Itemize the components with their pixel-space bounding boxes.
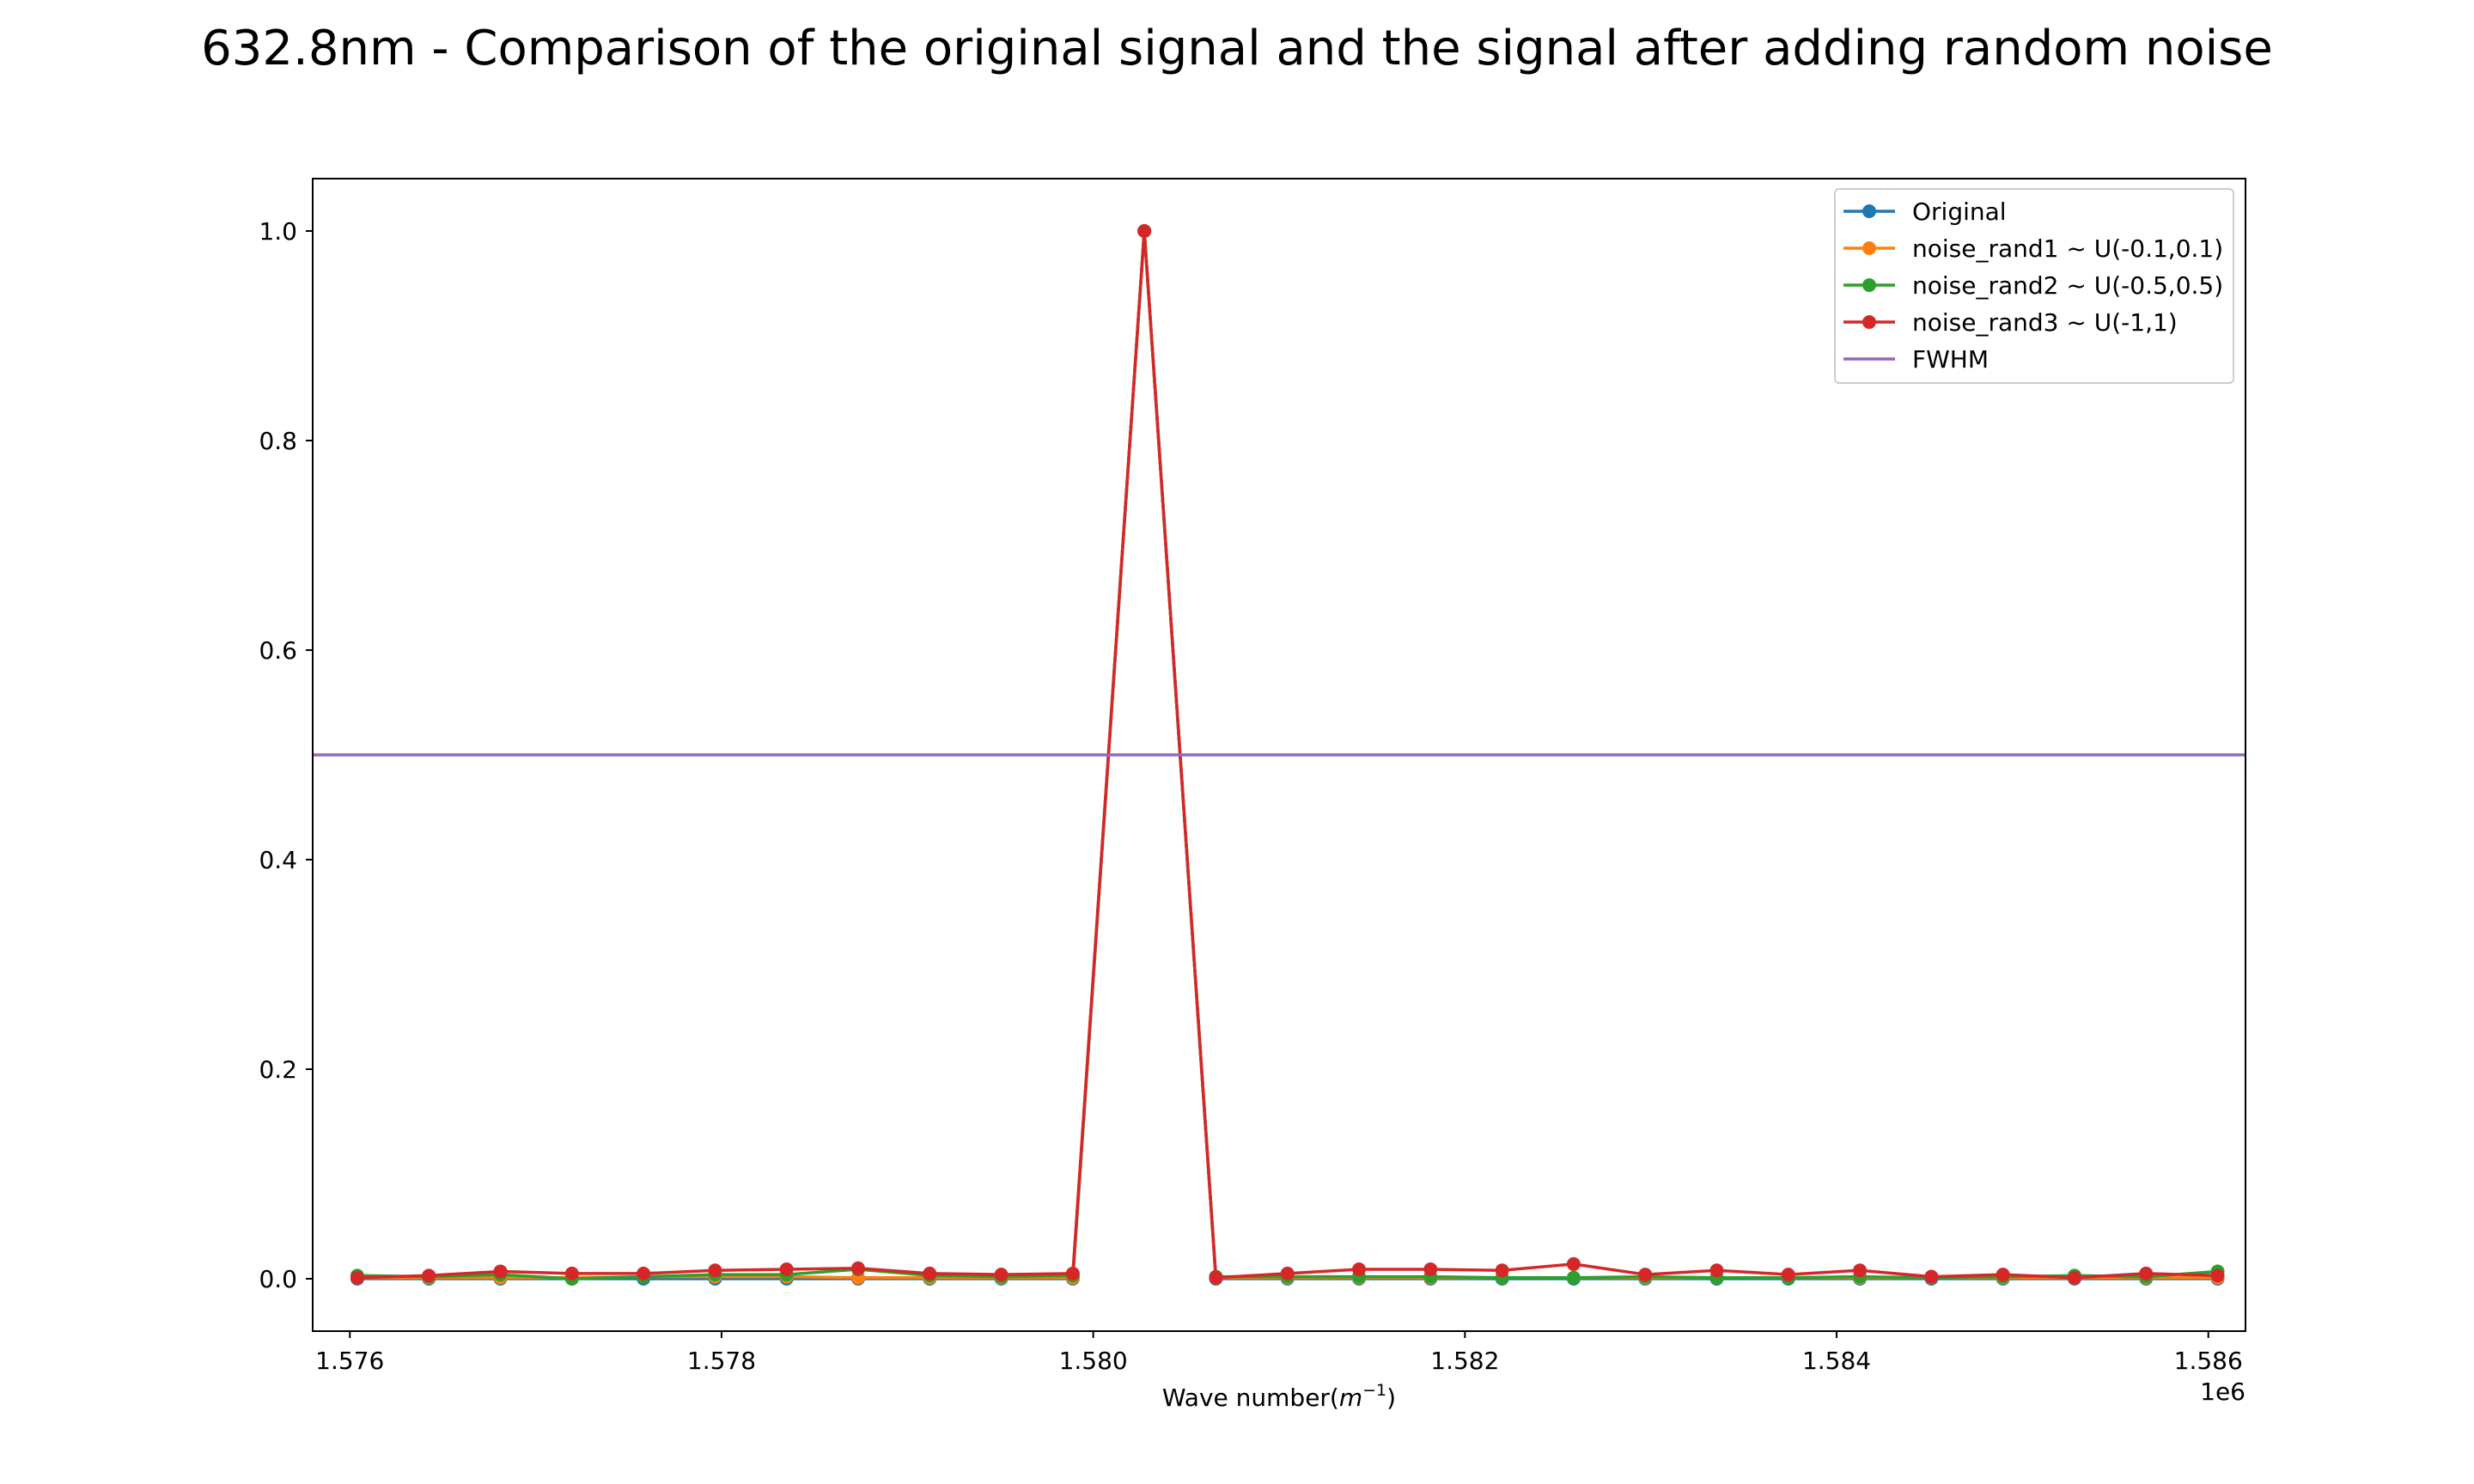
- legend-entry: noise_rand1 ~ U(-0.1,0.1): [1912, 234, 2223, 263]
- data-point: [2067, 1270, 2081, 1285]
- legend-marker: [1862, 241, 1876, 255]
- y-tick-label: 0.6: [259, 636, 297, 665]
- data-point: [1065, 1266, 1080, 1280]
- x-offset-label: 1e6: [2200, 1378, 2245, 1406]
- chart-title: 632.8nm - Comparison of the original sig…: [201, 21, 2273, 76]
- data-point: [1280, 1266, 1295, 1280]
- legend-entry: FWHM: [1912, 345, 1989, 374]
- legend-entry: noise_rand3 ~ U(-1,1): [1912, 308, 2178, 337]
- legend: Original noise_rand1 ~ U(-0.1,0.1) noise_r…: [1834, 188, 2234, 384]
- x-tick-label: 1.576: [315, 1347, 384, 1375]
- data-point: [1709, 1263, 1724, 1278]
- data-point: [1423, 1262, 1438, 1277]
- data-point: [1566, 1270, 1581, 1285]
- y-axis: 0.0 0.2 0.4 0.6 0.8 1.0: [259, 217, 313, 1293]
- y-tick-label: 0.0: [259, 1265, 297, 1293]
- data-point: [779, 1262, 794, 1277]
- data-point: [994, 1268, 1008, 1282]
- data-point: [564, 1266, 579, 1280]
- y-tick-label: 0.8: [259, 427, 297, 455]
- x-axis: 1.576 1.578 1.580 1.582 1.584 1.586: [315, 1331, 2243, 1375]
- data-point: [923, 1266, 937, 1280]
- data-point: [1352, 1262, 1367, 1277]
- data-point: [1495, 1263, 1509, 1278]
- legend-box: [1834, 188, 2234, 384]
- y-tick-label: 1.0: [259, 217, 297, 246]
- data-point: [1924, 1269, 1939, 1284]
- data-point: [1996, 1268, 2010, 1282]
- series-layer: [313, 224, 2245, 1286]
- legend-marker: [1862, 204, 1876, 218]
- data-point: [1566, 1256, 1581, 1271]
- data-point: [637, 1266, 651, 1280]
- x-axis-label: Wave number(m−1): [1162, 1381, 1396, 1412]
- y-tick-label: 0.4: [259, 846, 297, 874]
- plot-frame: [312, 178, 2246, 1332]
- data-point: [1638, 1268, 1653, 1282]
- legend-marker: [1862, 315, 1876, 329]
- x-tick-label: 1.580: [1059, 1347, 1128, 1375]
- legend-marker: [1862, 278, 1876, 292]
- data-point: [1781, 1268, 1795, 1282]
- data-point: [850, 1261, 865, 1275]
- x-tick-label: 1.584: [1802, 1347, 1871, 1375]
- data-point: [2210, 1268, 2225, 1283]
- legend-entry: Original: [1912, 198, 2007, 226]
- legend-entry: noise_rand2 ~ U(-0.5,0.5): [1912, 271, 2223, 300]
- x-tick-label: 1.578: [687, 1347, 756, 1375]
- y-tick-label: 0.2: [259, 1055, 297, 1084]
- x-tick-label: 1.586: [2174, 1347, 2243, 1375]
- data-point: [350, 1270, 364, 1285]
- data-point: [1853, 1263, 1868, 1278]
- data-point: [493, 1264, 508, 1279]
- x-tick-label: 1.582: [1430, 1347, 1499, 1375]
- data-point: [1137, 224, 1152, 238]
- data-point: [422, 1268, 436, 1283]
- data-point: [2139, 1266, 2154, 1280]
- data-point: [1209, 1270, 1223, 1285]
- data-point: [708, 1263, 722, 1278]
